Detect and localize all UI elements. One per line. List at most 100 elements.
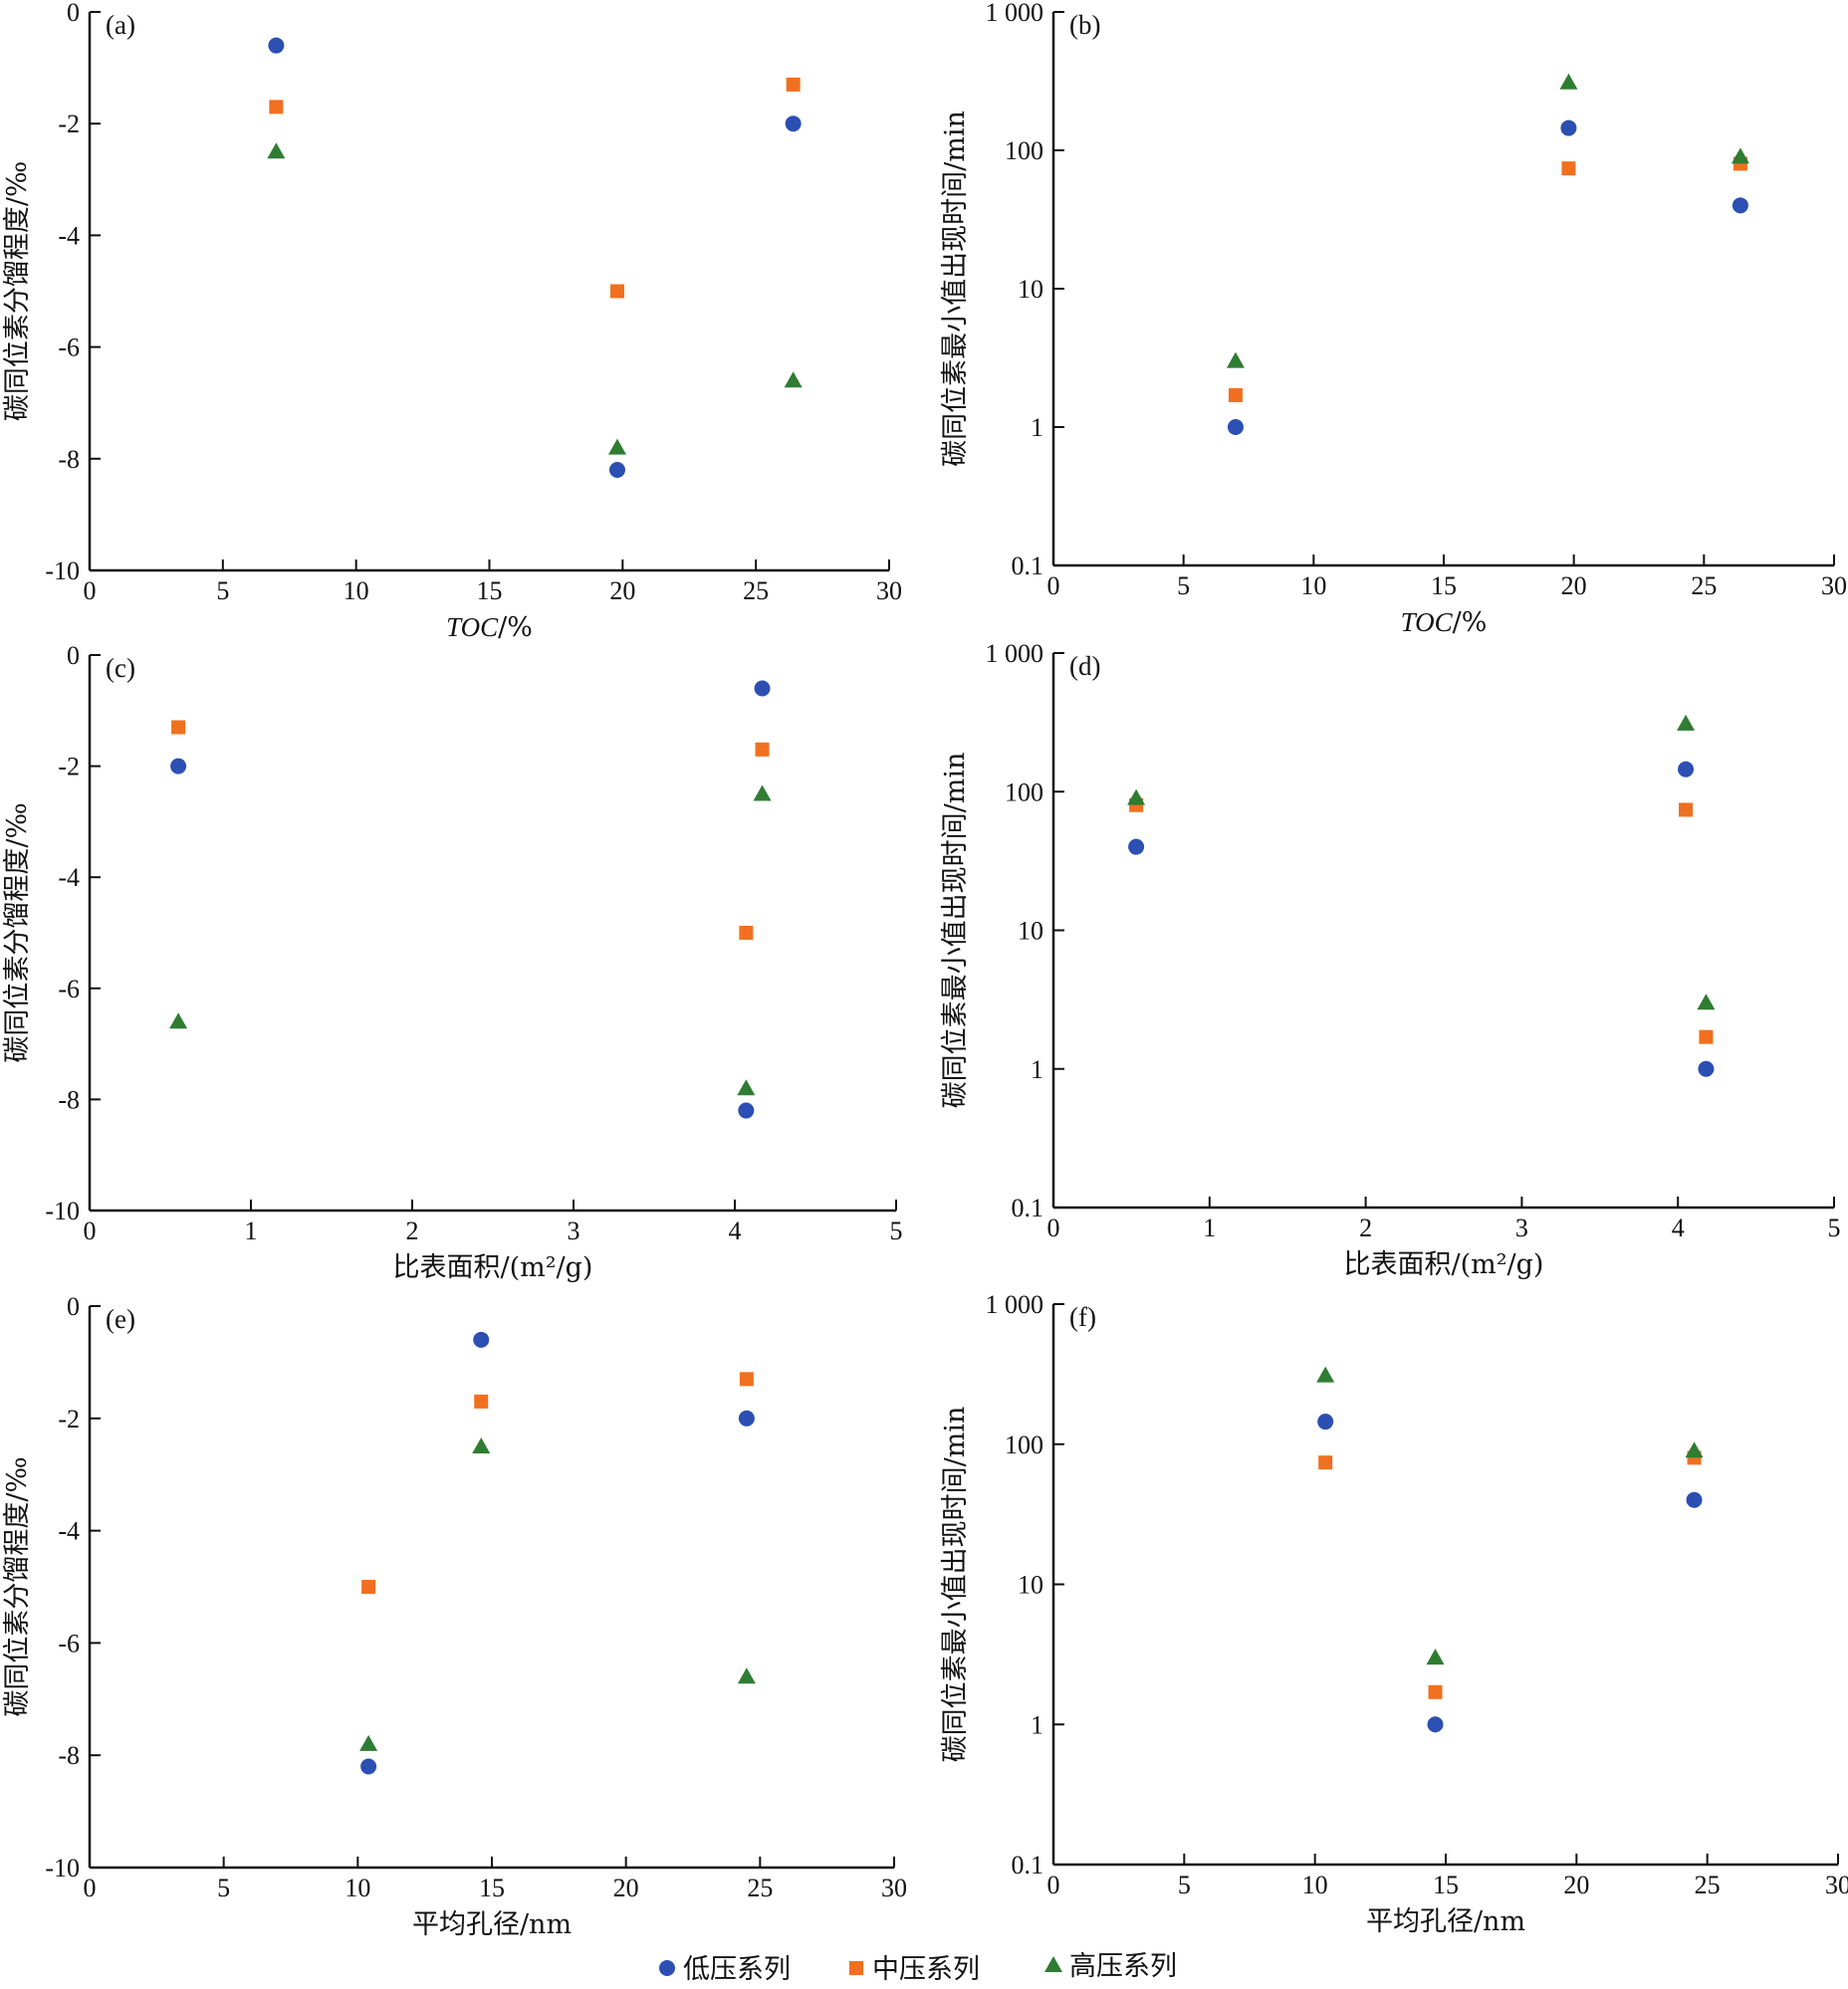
x-tick-label: 30	[881, 1874, 907, 1902]
x-tick-label: 25	[747, 1874, 773, 1902]
y-tick-label: 100	[1005, 136, 1043, 165]
chart-panel-f: 0 5 10 15 20 25 30 1 000 100 10 1 0.1 (f) 平均孔径/nm 碳同位素…	[940, 1290, 1848, 1937]
y-axis-title: 碳同位素分馏程度/‰	[2, 802, 33, 1062]
x-tick-label: 0	[1047, 1871, 1060, 1899]
y-axis-title: 碳同位素最小值出现时间/min	[940, 1407, 971, 1763]
legend-label: 高压系列	[1069, 1951, 1177, 1982]
data-point-mid	[1561, 161, 1576, 176]
data-point-high	[1127, 788, 1146, 805]
data-point-high	[753, 784, 772, 801]
data-point-mid	[1679, 802, 1694, 817]
panel-label: (c)	[106, 653, 135, 683]
data-point-high	[1697, 994, 1716, 1010]
y-tick-label: 0.1	[1012, 552, 1044, 580]
legend-marker-mid	[849, 1961, 863, 1975]
x-tick-label: 5	[1177, 571, 1190, 600]
x-tick-label: 20	[609, 576, 635, 605]
x-tick-label: 25	[743, 576, 769, 605]
data-point-low	[1128, 838, 1145, 855]
x-tick-label: 20	[1563, 1871, 1589, 1899]
x-tick-label: 25	[1691, 571, 1717, 600]
data-point-low	[785, 115, 802, 132]
y-tick-label: -10	[45, 1197, 80, 1225]
y-tick-label: 100	[1005, 777, 1043, 806]
x-tick-label: 4	[1672, 1214, 1685, 1242]
data-point-high	[267, 142, 286, 159]
y-axis-title: 碳同位素最小值出现时间/min	[940, 753, 971, 1109]
y-tick-label: 0.1	[1012, 1194, 1044, 1222]
x-tick-label: 1	[1203, 1214, 1216, 1242]
data-point-mid	[1318, 1455, 1333, 1470]
data-point-low	[1227, 419, 1244, 435]
legend-label: 中压系列	[872, 1954, 980, 1985]
data-point-low	[1686, 1491, 1703, 1508]
legend-marker-low	[659, 1960, 675, 1976]
chart-panel-d: 0 1 2 3 4 5 1 000 100 10 1 0.1 (d) 比表面积/(m²/g) 碳同位素最小…	[940, 639, 1841, 1280]
y-axis-title: 碳同位素分馏程度/‰	[2, 161, 33, 421]
y-tick-label: 10	[1018, 1571, 1043, 1600]
x-tick-label: 10	[1300, 571, 1326, 600]
data-point-mid	[474, 1394, 489, 1409]
y-tick-label: -2	[58, 110, 80, 138]
y-tick-label: 100	[1005, 1431, 1043, 1459]
y-tick-label: -2	[58, 753, 80, 781]
y-tick-label: 1 000	[986, 0, 1044, 27]
x-tick-label: 5	[890, 1216, 903, 1245]
chart-panel-e: 0 5 10 15 20 25 30 0 -2 -4 -6 -8 -10 (e) 平均孔径/nm 碳同位素分馏…	[2, 1292, 907, 1940]
data-point-low	[268, 37, 285, 54]
y-tick-label: 0	[67, 0, 80, 27]
y-tick-label: -8	[58, 445, 80, 474]
chart-panel-c: 0 1 2 3 4 5 0 -2 -4 -6 -8 -10 (c) 比表面积/(m²/g) 碳同位素分馏程度…	[2, 641, 903, 1283]
data-point-high	[472, 1437, 491, 1453]
x-axis-title: TOC/%	[1401, 607, 1488, 638]
data-point-high	[1316, 1366, 1335, 1383]
y-tick-label: 1	[1031, 1710, 1043, 1739]
data-point-high	[737, 1079, 756, 1096]
x-tick-label: 3	[568, 1216, 580, 1245]
data-point-low	[170, 758, 187, 774]
x-tick-label: 30	[1825, 1871, 1848, 1899]
data-point-mid	[739, 926, 754, 940]
x-tick-label: 10	[344, 576, 369, 605]
x-axis-title: TOC/%	[446, 612, 533, 643]
y-tick-label: 10	[1018, 275, 1043, 304]
x-tick-label: 0	[84, 1216, 97, 1245]
x-tick-label: 2	[1359, 1214, 1372, 1242]
data-point-high	[1685, 1441, 1704, 1458]
data-point-mid	[171, 720, 186, 735]
x-tick-label: 20	[613, 1874, 639, 1902]
legend-label: 低压系列	[683, 1954, 791, 1985]
x-tick-label: 25	[1695, 1871, 1721, 1899]
data-point-low	[1560, 119, 1577, 136]
x-tick-label: 30	[1821, 571, 1847, 600]
y-tick-label: 0	[67, 641, 80, 670]
panel-label: (e)	[106, 1304, 135, 1334]
y-axis-title: 碳同位素最小值出现时间/min	[940, 110, 971, 467]
data-point-high	[1731, 147, 1749, 164]
data-point-high	[359, 1734, 378, 1751]
x-tick-label: 4	[729, 1216, 742, 1245]
legend: 低压系列 中压系列 高压系列	[659, 1951, 1177, 1985]
x-axis-title: 平均孔径/nm	[412, 1909, 572, 1940]
data-point-high	[784, 371, 803, 388]
data-point-low	[360, 1758, 377, 1775]
data-point-high	[1559, 73, 1578, 90]
x-axis-title: 比表面积/(m²/g)	[393, 1252, 593, 1283]
panel-label: (d)	[1069, 651, 1100, 681]
x-tick-label: 0	[1047, 1214, 1060, 1242]
x-tick-label: 5	[1828, 1214, 1841, 1242]
x-tick-label: 5	[217, 1874, 230, 1902]
y-tick-label: -2	[58, 1405, 80, 1434]
data-point-low	[1698, 1060, 1715, 1077]
y-tick-label: -8	[58, 1741, 80, 1770]
data-point-mid	[1428, 1684, 1443, 1699]
data-point-mid	[609, 284, 624, 299]
chart-panel-a: 0 5 10 15 20 25 30 0 -2 -4 -6 -8 -10 (a) TOC/% 碳同位素分馏程度…	[2, 0, 902, 643]
data-point-mid	[739, 1372, 754, 1387]
data-point-mid	[1699, 1029, 1714, 1044]
x-tick-label: 10	[345, 1874, 370, 1902]
x-tick-label: 15	[479, 1874, 505, 1902]
x-tick-label: 3	[1515, 1214, 1528, 1242]
x-tick-label: 10	[1302, 1871, 1328, 1899]
